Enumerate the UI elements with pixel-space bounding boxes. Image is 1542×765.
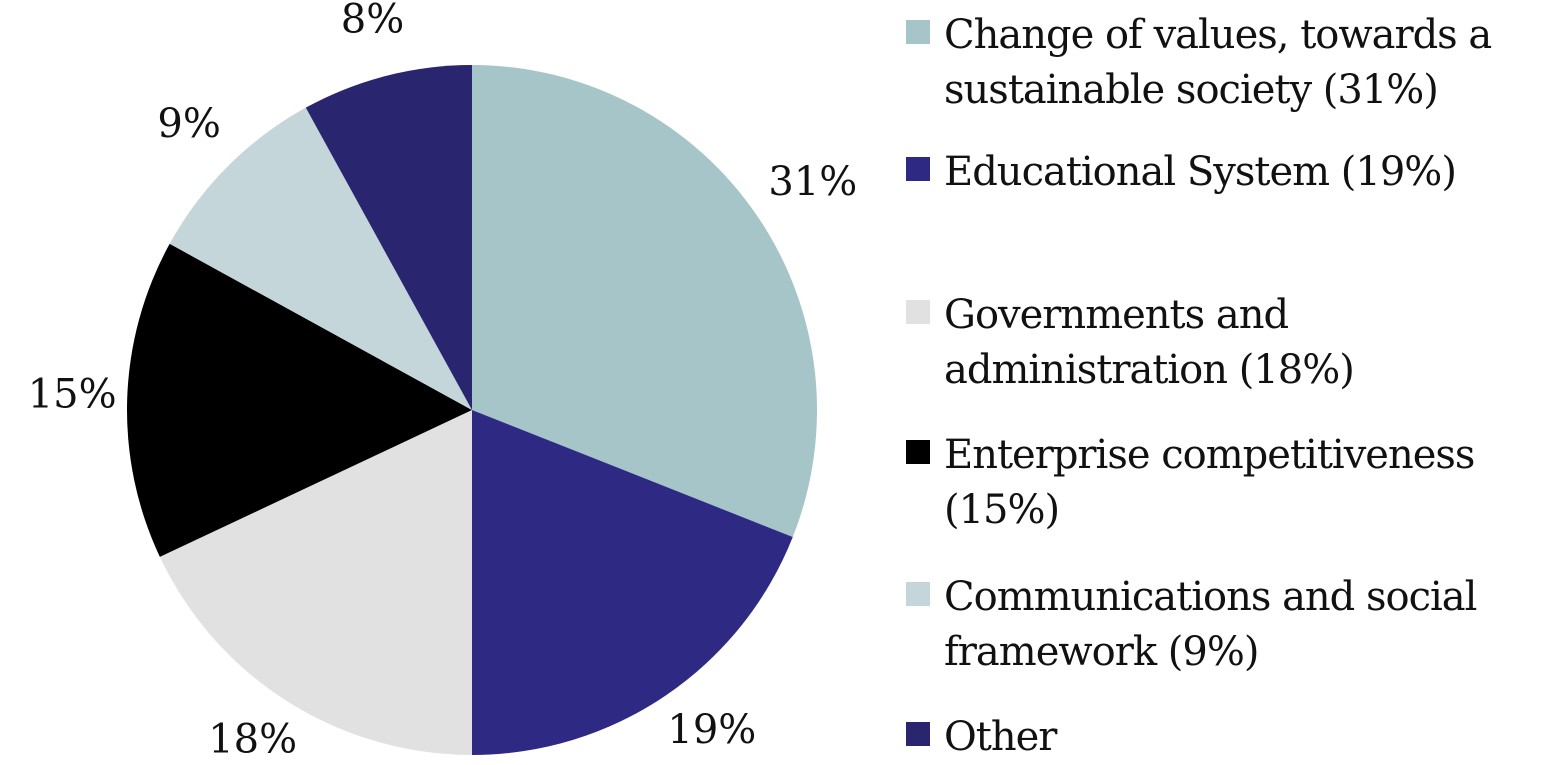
pie-data-label: 18% <box>208 717 297 763</box>
pie-data-label: 31% <box>768 159 857 205</box>
pie-data-label: 19% <box>667 707 756 753</box>
legend-swatch <box>906 722 930 746</box>
legend-item-communications: Communications and social framework (9%) <box>906 570 1476 680</box>
legend-swatch <box>906 20 930 44</box>
legend-item-educational-system: Educational System (19%) <box>906 145 1456 200</box>
legend-label: Communications and social framework (9%) <box>944 570 1476 680</box>
legend-swatch <box>906 582 930 606</box>
legend-swatch <box>906 157 930 181</box>
pie-slices <box>127 65 817 755</box>
legend-swatch <box>906 300 930 324</box>
pie-data-label: 15% <box>28 371 117 417</box>
legend-swatch <box>906 440 930 464</box>
legend-item-change-of-values: Change of values, towards a sustainable … <box>906 8 1491 118</box>
legend-label: Governments and administration (18%) <box>944 288 1354 398</box>
legend-item-other: Other <box>906 710 1056 765</box>
legend-label: Enterprise competitiveness (15%) <box>944 428 1474 538</box>
legend-item-enterprise: Enterprise competitiveness (15%) <box>906 428 1474 538</box>
legend-label: Change of values, towards a sustainable … <box>944 8 1491 118</box>
pie-data-label: 8% <box>341 0 404 43</box>
legend-label: Other <box>944 710 1056 765</box>
pie-data-label: 9% <box>157 101 220 147</box>
legend-label: Educational System (19%) <box>944 145 1456 200</box>
legend-item-governments: Governments and administration (18%) <box>906 288 1354 398</box>
